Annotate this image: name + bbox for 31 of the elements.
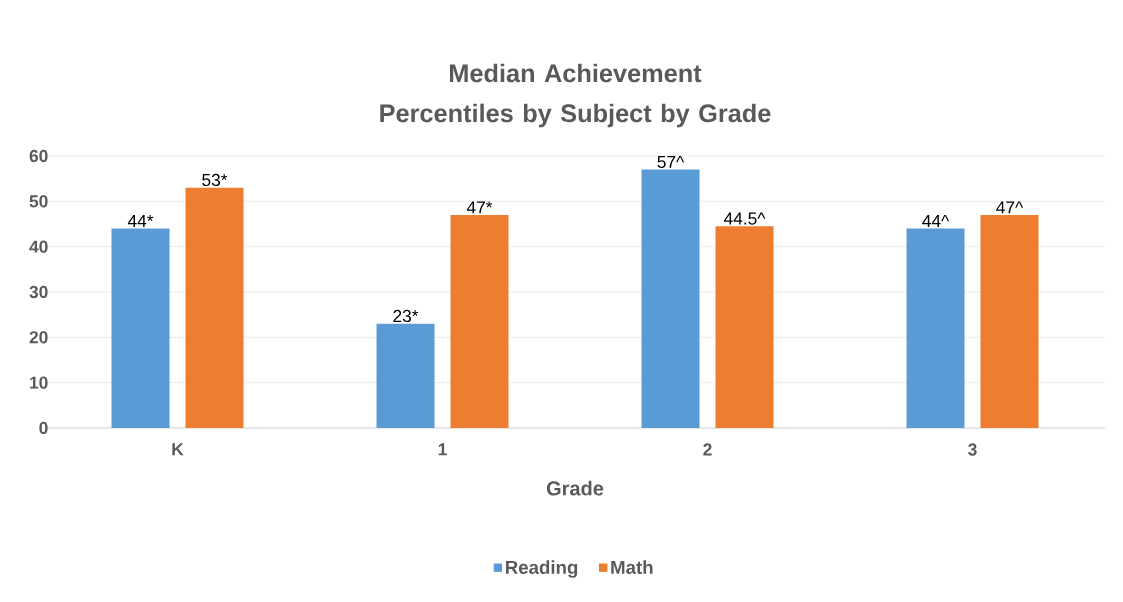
- data-label: 44^: [922, 215, 950, 227]
- data-label: 57^: [657, 155, 685, 168]
- bar: [376, 323, 435, 428]
- y-tick-label: 60: [29, 149, 48, 163]
- y-tick-label: 10: [30, 376, 48, 389]
- legend-label: Math: [611, 560, 653, 575]
- y-tick-label: 50: [29, 195, 48, 208]
- data-label: 23*: [393, 309, 419, 323]
- bar: [450, 214, 509, 428]
- x-tick-label: 2: [703, 443, 712, 456]
- bar: [111, 228, 170, 428]
- legend-label: Reading: [506, 560, 578, 578]
- bar: [641, 169, 700, 428]
- y-tick-label: 20: [29, 331, 48, 344]
- y-tick-label: 30: [29, 285, 48, 299]
- data-label: 53*: [202, 173, 228, 187]
- bar: [906, 228, 965, 428]
- bar: [715, 226, 774, 428]
- x-tick-label: 1: [438, 443, 447, 456]
- y-tick-label: 40: [29, 240, 48, 253]
- x-tick-label: K: [172, 443, 184, 456]
- data-label: 47^: [996, 201, 1024, 214]
- data-label: 44.5^: [723, 212, 766, 225]
- bar: [980, 214, 1039, 428]
- x-axis-title: Grade: [546, 480, 604, 496]
- x-tick-label: 3: [968, 443, 977, 456]
- y-tick-label: 0: [39, 421, 48, 435]
- bar: [185, 187, 244, 428]
- data-label: 44*: [127, 215, 154, 227]
- data-label: 47*: [466, 201, 493, 214]
- chart-title: Median Achievement Percentiles by Subject by Grade: [380, 63, 771, 128]
